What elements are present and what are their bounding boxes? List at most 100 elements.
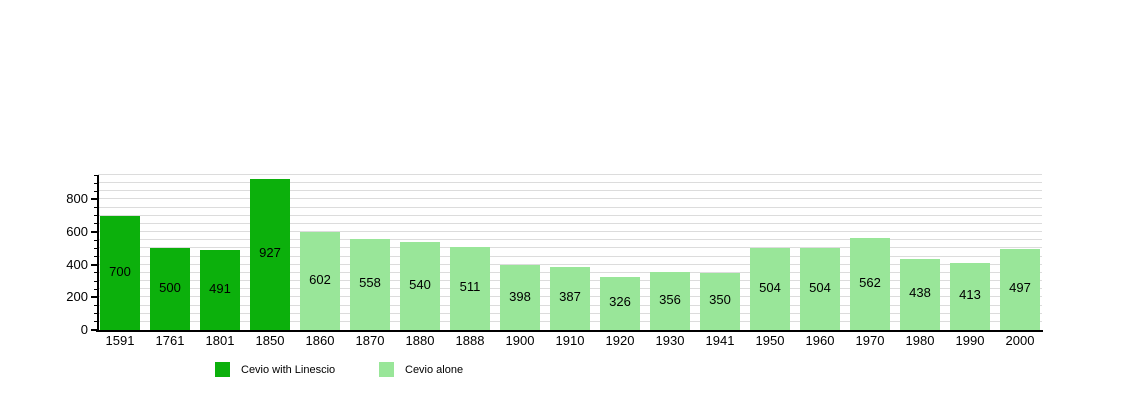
bar-value-label: 497 — [1009, 280, 1031, 296]
y-axis-minor-tick — [94, 280, 98, 282]
gridline — [98, 182, 1042, 184]
gridline — [98, 198, 1042, 200]
y-axis-label: 200 — [66, 289, 88, 305]
bar-value-label: 398 — [509, 288, 531, 304]
y-axis-minor-tick — [94, 207, 98, 209]
x-axis-label: 1941 — [705, 333, 735, 348]
bar-1941: 350 — [700, 272, 740, 330]
legend-label-cevio-with-linescio: Cevio with Linescio — [241, 363, 336, 376]
x-axis-label: 1870 — [355, 333, 385, 348]
gridline — [98, 174, 1042, 175]
x-axis-label: 1950 — [755, 333, 785, 348]
bar-2000: 497 — [1000, 248, 1040, 330]
y-axis-minor-tick — [94, 182, 98, 184]
bar-1888: 511 — [450, 246, 490, 330]
x-axis-label: 1980 — [905, 333, 935, 348]
gridline — [98, 214, 1042, 216]
x-axis-label: 2000 — [1005, 333, 1035, 348]
bar-1990: 413 — [950, 262, 990, 330]
bar-value-label: 562 — [859, 275, 881, 291]
bar-1930: 356 — [650, 271, 690, 330]
legend-swatch-cevio-with-linescio — [215, 362, 230, 377]
y-axis-major-tick — [91, 198, 98, 201]
y-axis-line — [97, 175, 99, 330]
y-axis-label: 800 — [66, 191, 88, 207]
y-axis-minor-tick — [94, 247, 98, 249]
gridline — [98, 206, 1042, 208]
bar-value-label: 356 — [659, 291, 681, 307]
x-axis-label: 1990 — [955, 333, 985, 348]
x-axis-label: 1860 — [305, 333, 335, 348]
x-axis-label: 1761 — [155, 333, 185, 348]
bar-value-label: 504 — [759, 279, 781, 295]
y-axis-label: 600 — [66, 224, 88, 240]
y-axis-minor-tick — [94, 313, 98, 315]
legend-swatch-cevio-alone — [379, 362, 394, 377]
y-axis-major-tick — [91, 231, 98, 234]
bar-value-label: 326 — [609, 294, 631, 310]
x-axis-label: 1920 — [605, 333, 635, 348]
bar-1960: 504 — [800, 247, 840, 330]
bar-value-label: 350 — [709, 292, 731, 308]
x-axis-label: 1910 — [555, 333, 585, 348]
bar-value-label: 700 — [109, 263, 131, 279]
bar-1860: 602 — [300, 231, 340, 330]
y-axis-minor-tick — [94, 223, 98, 225]
x-axis-label: 1900 — [505, 333, 535, 348]
y-axis-minor-tick — [94, 272, 98, 274]
bar-1870: 558 — [350, 238, 390, 330]
bar-1900: 398 — [500, 265, 540, 330]
y-axis-label: 0 — [80, 322, 88, 337]
legend: Cevio with Linescio Cevio alone — [0, 362, 1140, 378]
bar-1850: 927 — [250, 178, 290, 330]
gridline — [98, 190, 1042, 192]
y-axis-minor-tick — [94, 239, 98, 241]
x-axis-label: 1801 — [205, 333, 235, 348]
gridline — [98, 263, 1042, 265]
bar-1910: 387 — [550, 266, 590, 330]
x-axis-label: 1970 — [855, 333, 885, 348]
gridline — [98, 255, 1042, 257]
x-axis-label: 1880 — [405, 333, 435, 348]
x-axis-label: 1850 — [255, 333, 285, 348]
y-axis-minor-tick — [94, 190, 98, 192]
bar-value-label: 504 — [809, 279, 831, 295]
bar-1920: 326 — [600, 276, 640, 330]
gridline — [98, 231, 1042, 233]
x-axis-label: 1930 — [655, 333, 685, 348]
x-axis-label: 1888 — [455, 333, 485, 348]
bar-value-label: 511 — [459, 279, 481, 295]
x-axis-line — [96, 330, 1043, 332]
y-axis-minor-tick — [94, 305, 98, 307]
plot-area: 700 500 491 927 602 558 540 511 398 387 326 356 350 5… — [98, 174, 1042, 330]
gridline — [98, 222, 1042, 224]
bar-1591: 700 — [100, 215, 140, 330]
x-axis-label: 1960 — [805, 333, 835, 348]
bar-value-label: 387 — [559, 289, 581, 305]
y-axis-minor-tick — [94, 174, 98, 176]
bar-value-label: 500 — [159, 280, 181, 296]
legend-item-cevio-with-linescio: Cevio with Linescio — [215, 362, 335, 377]
bar-value-label: 558 — [359, 275, 381, 291]
y-axis-major-tick — [91, 263, 98, 266]
bar-value-label: 438 — [909, 285, 931, 301]
bar-value-label: 413 — [959, 287, 981, 303]
bar-value-label: 602 — [309, 271, 331, 287]
gridline — [98, 247, 1042, 249]
bar-1761: 500 — [150, 248, 190, 330]
y-axis-minor-tick — [94, 288, 98, 290]
y-axis-minor-tick — [94, 256, 98, 258]
bar-1970: 562 — [850, 238, 890, 330]
bar-1980: 438 — [900, 258, 940, 330]
y-axis-major-tick — [91, 296, 98, 299]
bar-1950: 504 — [750, 247, 790, 330]
y-axis-minor-tick — [94, 321, 98, 323]
x-axis-label: 1591 — [105, 333, 135, 348]
y-axis-major-tick — [91, 329, 98, 331]
legend-label-cevio-alone: Cevio alone — [405, 363, 464, 376]
gridline — [98, 239, 1042, 241]
bar-value-label: 540 — [409, 276, 431, 292]
bar-1880: 540 — [400, 241, 440, 330]
legend-item-cevio-alone: Cevio alone — [379, 362, 463, 377]
